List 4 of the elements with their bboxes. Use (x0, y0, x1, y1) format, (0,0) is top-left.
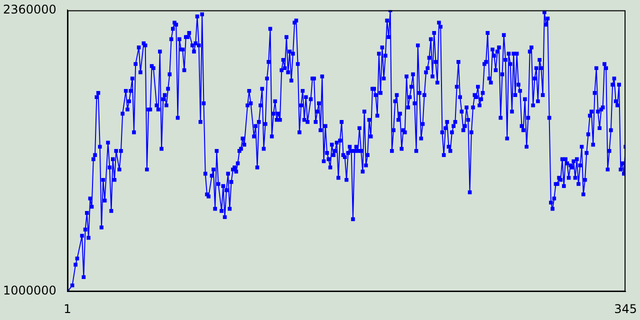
y-tick-label: 2360000 (2, 2, 56, 16)
x-tick-label: 345 (614, 302, 637, 316)
y-tick-label: 1000000 (2, 284, 56, 298)
x-tick-label: 1 (64, 302, 72, 316)
